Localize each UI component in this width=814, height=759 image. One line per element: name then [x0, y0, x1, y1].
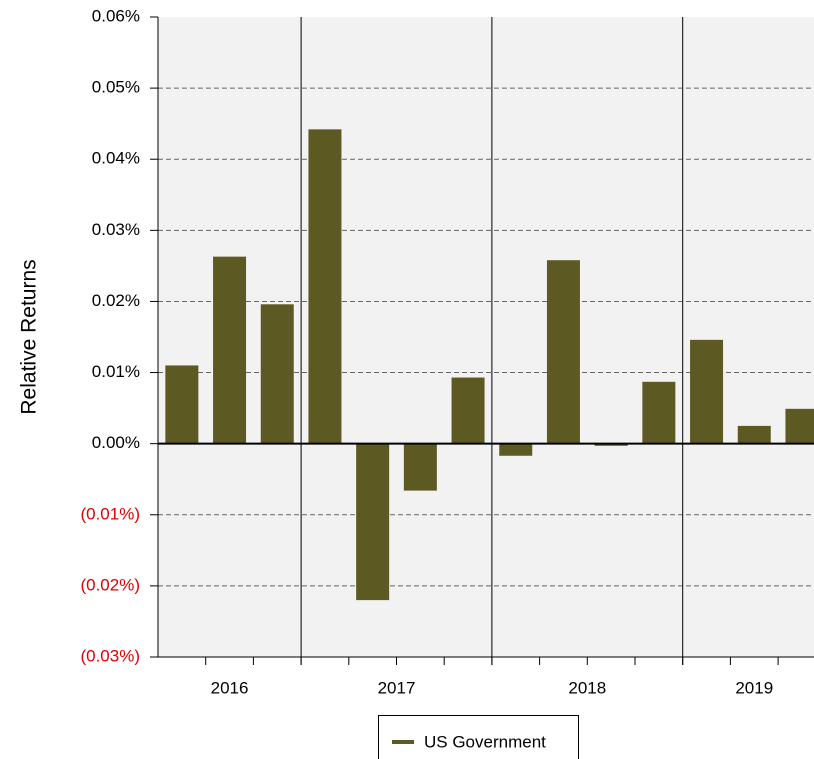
- y-tick-label: 0.03%: [92, 220, 140, 239]
- x-group-label: 2019: [735, 678, 773, 697]
- y-tick-label: 0.00%: [92, 433, 140, 452]
- plot-area: [158, 17, 814, 657]
- bar: [213, 256, 247, 444]
- x-group-label: 2017: [378, 678, 416, 697]
- y-tick-label: (0.03%): [80, 646, 140, 665]
- bar: [260, 304, 294, 444]
- bar: [546, 260, 580, 444]
- legend-label: US Government: [424, 732, 546, 751]
- x-group-label: 2016: [211, 678, 249, 697]
- bar: [356, 443, 390, 601]
- y-tick-label: (0.01%): [80, 504, 140, 523]
- y-tick-label: 0.04%: [92, 149, 140, 168]
- bar: [594, 443, 628, 446]
- bar: [642, 381, 676, 444]
- legend-box: [378, 715, 579, 759]
- y-axis-label: Relative Returns: [18, 259, 41, 414]
- bar: [499, 443, 533, 456]
- y-tick-label: 0.05%: [92, 78, 140, 97]
- bar: [165, 365, 199, 444]
- bar: [737, 425, 771, 444]
- bar: [403, 443, 437, 491]
- x-group-label: 2018: [568, 678, 606, 697]
- bar: [785, 408, 814, 444]
- y-tick-label: 0.02%: [92, 291, 140, 310]
- bar: [308, 129, 342, 444]
- y-tick-label: (0.02%): [80, 575, 140, 594]
- y-tick-label: 0.06%: [92, 6, 140, 25]
- y-tick-label: 0.01%: [92, 362, 140, 381]
- bar: [690, 339, 724, 444]
- bar: [451, 377, 485, 444]
